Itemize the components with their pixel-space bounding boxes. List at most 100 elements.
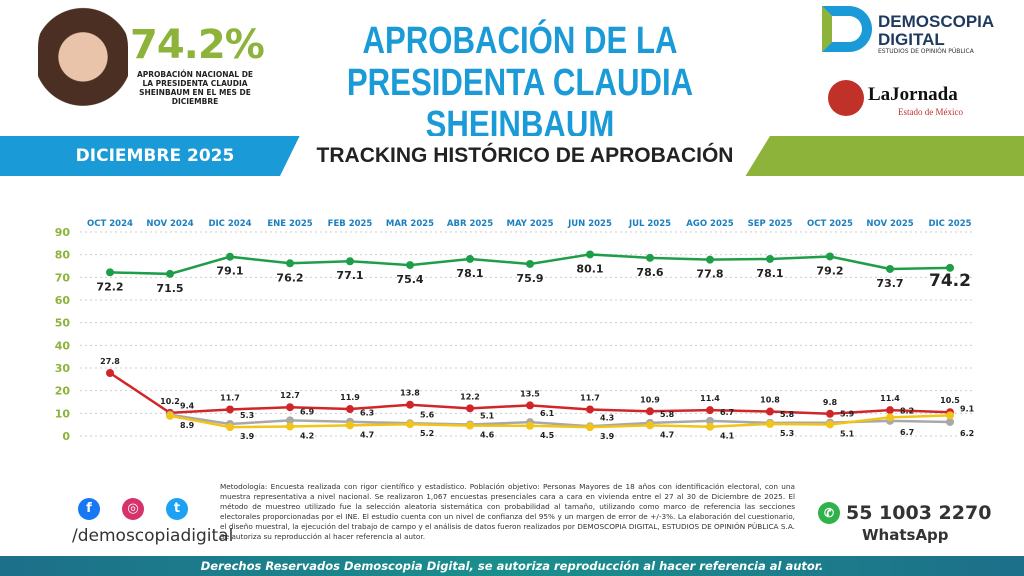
data-point — [706, 416, 714, 425]
x-tick-label: SEP 2025 — [748, 219, 793, 229]
data-label: 13.5 — [520, 389, 540, 398]
data-point — [526, 421, 534, 430]
y-tick-label: 10 — [55, 407, 71, 420]
data-label: 6.2 — [960, 429, 974, 438]
lajornada-logo: LaJornada Estado de México — [828, 80, 988, 120]
data-point — [226, 423, 234, 432]
data-label: 9.1 — [960, 404, 975, 413]
logo-mark-icon — [822, 6, 872, 52]
data-label: 11.7 — [580, 393, 600, 402]
data-point — [466, 421, 474, 430]
data-label: 13.8 — [400, 389, 420, 398]
data-label: 5.8 — [780, 410, 795, 419]
data-label: 4.7 — [660, 430, 674, 439]
data-label: 5.6 — [420, 410, 435, 419]
social-icons: f ◎ t — [78, 497, 210, 520]
data-label: 6.9 — [300, 407, 315, 416]
data-label: 4.7 — [360, 430, 374, 439]
data-label: 4.6 — [480, 431, 495, 440]
demoscopia-logo: DEMOSCOPIA DIGITAL ESTUDIOS DE OPINIÓN P… — [822, 6, 1002, 56]
data-label: 4.5 — [540, 431, 555, 440]
data-point — [766, 407, 774, 416]
data-label: 75.4 — [396, 273, 423, 286]
data-point — [586, 405, 594, 414]
month-label: DICIEMBRE 2025 — [75, 146, 235, 166]
y-tick-label: 70 — [55, 271, 71, 284]
data-point — [946, 411, 954, 420]
data-label: 8.2 — [900, 406, 914, 415]
data-label: 5.3 — [240, 411, 254, 420]
data-point — [646, 421, 654, 430]
data-point — [706, 422, 714, 431]
data-point — [406, 420, 414, 429]
data-point — [586, 423, 594, 432]
data-label: 79.2 — [816, 264, 843, 277]
social-handle[interactable]: /demoscopiadigital — [72, 526, 234, 546]
data-label: 6.7 — [720, 408, 734, 417]
data-label: 5.2 — [420, 429, 434, 438]
methodology-text: Metodología: Encuesta realizada con rigo… — [220, 482, 795, 541]
data-point — [286, 403, 294, 412]
data-point — [886, 264, 894, 273]
data-label: 11.4 — [700, 394, 720, 403]
data-label: 10.2 — [160, 397, 180, 406]
data-point — [166, 269, 174, 278]
x-tick-label: OCT 2024 — [87, 219, 133, 229]
x-tick-label: ENE 2025 — [267, 219, 312, 229]
data-label: 3.9 — [240, 432, 255, 441]
data-label: 12.2 — [460, 392, 480, 401]
section-title: TRACKING HISTÓRICO DE APROBACIÓN — [316, 144, 734, 167]
data-point — [286, 416, 294, 425]
data-point — [286, 259, 294, 268]
data-point — [826, 252, 834, 261]
instagram-icon[interactable]: ◎ — [122, 498, 144, 520]
twitter-icon[interactable]: t — [166, 498, 188, 520]
x-tick-label: ABR 2025 — [447, 219, 493, 229]
data-label: 4.2 — [300, 431, 314, 440]
data-point — [226, 405, 234, 414]
data-label: 5.1 — [840, 429, 855, 438]
data-label: 27.8 — [100, 357, 120, 366]
logo-text-2: DIGITAL — [878, 30, 945, 49]
president-photo — [38, 2, 128, 124]
data-label: 78.1 — [456, 267, 483, 280]
data-label: 4.1 — [720, 432, 735, 441]
data-label: 11.7 — [220, 393, 240, 402]
banner-center — [280, 136, 770, 176]
x-tick-label: AGO 2025 — [686, 219, 733, 229]
data-point — [946, 263, 954, 272]
data-point — [526, 401, 534, 410]
data-label: 77.8 — [696, 268, 723, 281]
x-tick-label: OCT 2025 — [807, 219, 853, 229]
data-label: 71.5 — [156, 282, 183, 295]
title-line-2: PRESIDENTA CLAUDIA SHEINBAUM — [346, 62, 694, 146]
data-point — [706, 255, 714, 264]
y-tick-label: 20 — [55, 385, 71, 398]
facebook-icon[interactable]: f — [78, 498, 100, 520]
data-point — [646, 253, 654, 262]
data-label: 4.3 — [600, 413, 614, 422]
data-point — [706, 406, 714, 415]
x-tick-label: FEB 2025 — [328, 219, 373, 229]
data-label: 3.9 — [600, 432, 615, 441]
y-tick-label: 40 — [55, 339, 71, 352]
data-label: 78.6 — [636, 266, 663, 279]
data-label: 6.1 — [540, 409, 555, 418]
data-label: 72.2 — [96, 280, 123, 293]
data-point — [106, 268, 114, 277]
data-point — [226, 252, 234, 261]
phone-number[interactable]: 55 1003 2270 — [846, 502, 992, 524]
data-point — [826, 420, 834, 429]
data-label: 75.9 — [516, 272, 543, 285]
data-label: 10.8 — [760, 396, 780, 405]
data-label: 10.9 — [640, 395, 660, 404]
data-label: 5.8 — [660, 410, 675, 419]
x-tick-label: DIC 2025 — [928, 219, 971, 229]
data-point — [586, 250, 594, 259]
data-point — [106, 368, 114, 377]
data-point — [766, 419, 774, 428]
data-label: 5.3 — [780, 429, 794, 438]
x-tick-label: JUL 2025 — [628, 219, 671, 229]
seal-icon — [828, 80, 864, 116]
y-tick-label: 0 — [62, 430, 70, 443]
